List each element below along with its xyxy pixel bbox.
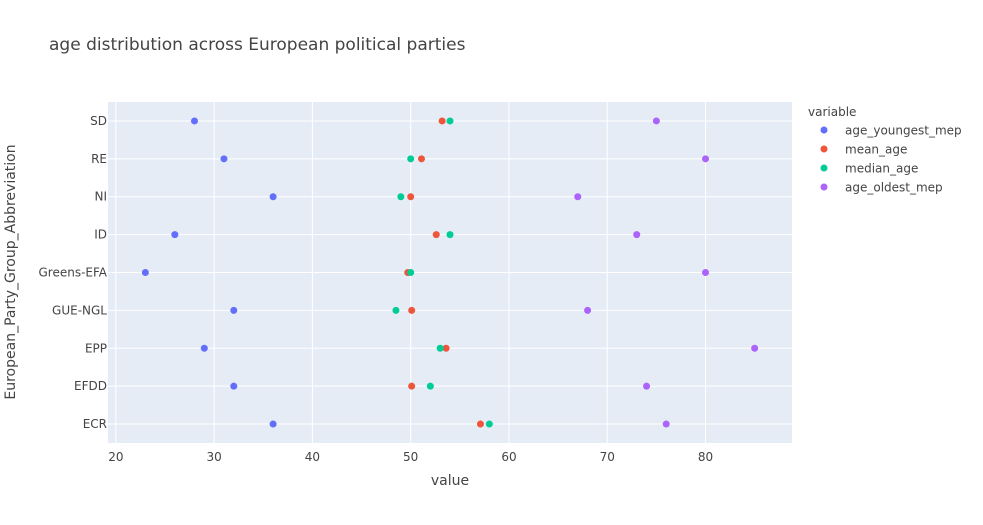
data-point-mean-age[interactable]	[408, 382, 416, 390]
y-axis-ticks: SD RE NI ID Greens-EFA GUE-NGL EPP EFDD ECR	[38, 114, 107, 431]
legend-label: age_youngest_mep	[845, 124, 962, 138]
data-points	[141, 117, 759, 428]
data-point-age-youngest-mep[interactable]	[171, 231, 179, 239]
data-point-age-youngest-mep[interactable]	[141, 269, 149, 276]
data-point-median-age[interactable]	[392, 306, 400, 314]
legend-item-mean-age[interactable]: mean_age	[820, 143, 908, 157]
data-point-age-youngest-mep[interactable]	[269, 420, 277, 428]
data-point-median-age[interactable]	[446, 231, 454, 239]
data-point-median-age[interactable]	[407, 269, 415, 276]
data-point-age-oldest-mep[interactable]	[643, 382, 651, 390]
data-point-age-youngest-mep[interactable]	[230, 306, 238, 314]
x-tick-label: 80	[698, 450, 713, 464]
y-tick-label: EFDD	[74, 379, 107, 393]
y-tick-label: RE	[91, 152, 107, 166]
data-point-age-youngest-mep[interactable]	[190, 117, 198, 125]
data-point-age-oldest-mep[interactable]	[702, 269, 710, 276]
data-point-median-age[interactable]	[436, 344, 444, 352]
y-tick-label: ECR	[83, 417, 107, 431]
data-point-mean-age[interactable]	[476, 420, 484, 428]
data-point-mean-age[interactable]	[432, 231, 440, 239]
legend-marker	[820, 126, 828, 134]
legend-marker	[820, 183, 828, 191]
data-point-median-age[interactable]	[426, 382, 434, 390]
y-tick-label: Greens-EFA	[38, 266, 107, 280]
data-point-age-youngest-mep[interactable]	[200, 344, 208, 352]
legend-marker	[820, 164, 828, 172]
x-tick-label: 20	[108, 450, 123, 464]
data-point-age-youngest-mep[interactable]	[269, 193, 277, 201]
legend-marker	[820, 145, 828, 153]
data-point-mean-age[interactable]	[418, 155, 425, 163]
y-axis-title: European_Party_Group_Abbreviation	[3, 144, 19, 399]
legend-label: mean_age	[845, 143, 907, 157]
y-tick-label: ID	[94, 228, 107, 242]
data-point-median-age[interactable]	[397, 193, 405, 201]
x-axis-ticks: 20 30 40 50 60 70 80	[108, 450, 713, 464]
data-point-age-oldest-mep[interactable]	[652, 117, 660, 125]
data-point-age-youngest-mep[interactable]	[230, 382, 238, 390]
data-point-mean-age[interactable]	[442, 344, 450, 352]
x-tick-label: 40	[305, 450, 320, 464]
chart-title: age distribution across European politic…	[49, 35, 466, 55]
x-axis-title: value	[431, 473, 469, 489]
data-point-age-youngest-mep[interactable]	[220, 155, 228, 163]
legend-item-median-age[interactable]: median_age	[820, 162, 919, 176]
y-tick-label: EPP	[85, 341, 107, 355]
data-point-mean-age[interactable]	[438, 117, 446, 125]
legend-label: age_oldest_mep	[845, 181, 943, 195]
legend-item-age-youngest-mep[interactable]: age_youngest_mep	[820, 124, 962, 138]
data-point-mean-age[interactable]	[407, 193, 415, 201]
legend-label: median_age	[845, 162, 918, 176]
x-tick-label: 50	[403, 450, 418, 464]
data-point-age-oldest-mep[interactable]	[702, 155, 710, 163]
data-point-median-age[interactable]	[407, 155, 415, 163]
x-tick-label: 30	[206, 450, 221, 464]
legend-item-age-oldest-mep[interactable]: age_oldest_mep	[820, 181, 943, 195]
data-point-age-oldest-mep[interactable]	[633, 231, 641, 239]
x-tick-label: 60	[501, 450, 516, 464]
data-point-median-age[interactable]	[485, 420, 493, 428]
legend-title: variable	[808, 105, 856, 119]
legend[interactable]: variable age_youngest_mep mean_age median_…	[808, 105, 962, 195]
data-point-median-age[interactable]	[446, 117, 454, 125]
data-point-age-oldest-mep[interactable]	[751, 344, 759, 352]
data-point-age-oldest-mep[interactable]	[584, 306, 592, 314]
x-tick-label: 70	[600, 450, 615, 464]
y-tick-label: SD	[90, 114, 107, 128]
y-tick-label: GUE-NGL	[52, 303, 107, 317]
data-point-mean-age[interactable]	[408, 306, 416, 314]
y-tick-label: NI	[94, 190, 107, 204]
data-point-age-oldest-mep[interactable]	[574, 193, 582, 201]
data-point-age-oldest-mep[interactable]	[662, 420, 670, 428]
